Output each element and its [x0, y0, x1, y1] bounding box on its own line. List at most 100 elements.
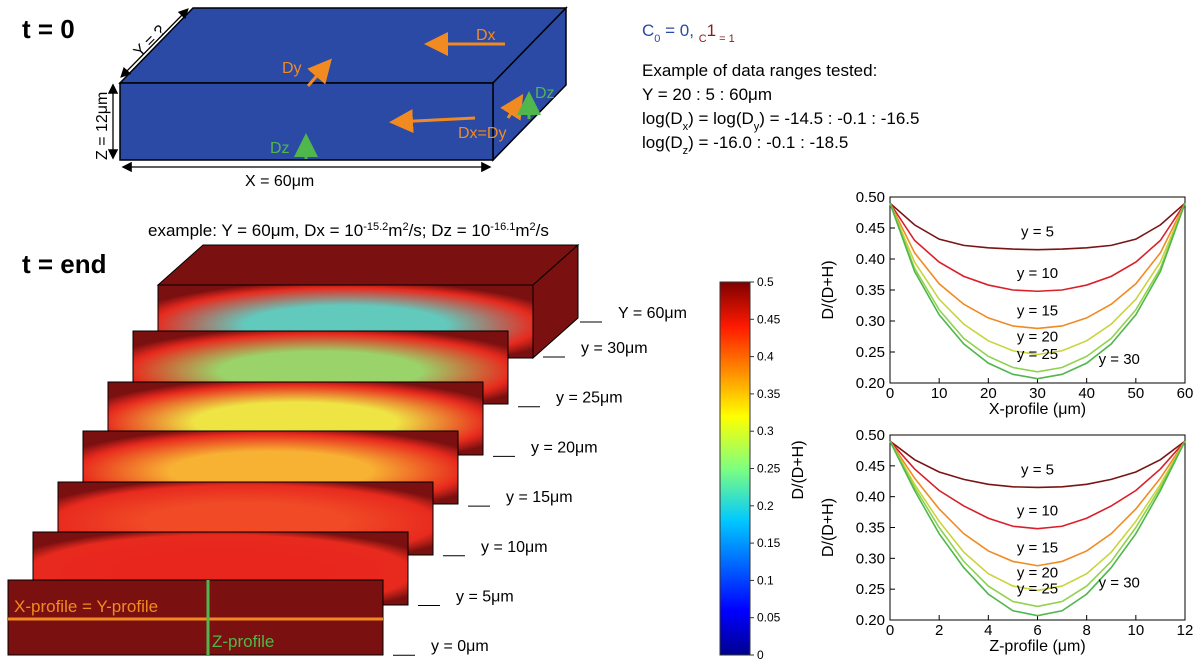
series-line [889, 440, 1186, 592]
colorbar-tick-label: 0.05 [757, 611, 781, 625]
text-run: Y = 20 : 5 : 60μm [642, 85, 772, 104]
slice-label: y = 20μm [531, 439, 598, 456]
script-run: x [683, 121, 689, 133]
script-run: -15.2 [363, 221, 388, 233]
slices: X-profile = Y-profile Z-profile Y = 60μm y … [7, 243, 687, 656]
x-tick-label: 10 [931, 385, 948, 402]
y-tick-label: 0.35 [856, 520, 885, 537]
x-tick-label: 10 [1127, 622, 1144, 639]
y-tick-label: 0.30 [856, 550, 885, 567]
series-label: y = 15 [1017, 540, 1058, 557]
text-line: log(Dx) = log(Dy) = -14.5 : -0.1 : -16.5 [642, 109, 919, 133]
script-run: 2 [530, 221, 536, 233]
z-dimension: Z = 12μm [94, 92, 111, 160]
series-label: y = 25 [1017, 580, 1058, 597]
y-tick-label: 0.35 [856, 282, 885, 299]
text-line: C0 = 0, C1 = 1 [642, 21, 735, 45]
series-line [889, 440, 1186, 567]
charts: 0.200.250.300.350.400.450.500 10 20 30 40 50 6… [820, 189, 1193, 655]
y-tick-label: 0.40 [856, 251, 885, 268]
script-run: z [683, 145, 689, 157]
y-tick-label: 0.45 [856, 458, 885, 475]
colorbar-tick-label: 0.2 [757, 499, 774, 513]
series-line [889, 440, 1186, 617]
series-label: y = 25 [1017, 346, 1058, 363]
text-run: 1 [707, 21, 716, 40]
series-line [889, 202, 1186, 293]
colorbar-tick-label: 0.15 [757, 536, 781, 550]
colorbar-tick-label: 0.5 [757, 275, 774, 289]
y-axis-label: D/(D+H) [820, 260, 837, 319]
arrow-label: Dx=Dy [458, 125, 506, 142]
y-tick-label: 0.25 [856, 581, 885, 598]
series-line [889, 440, 1186, 530]
y-tick-label: 0.40 [856, 489, 885, 506]
script-run: C [699, 33, 707, 45]
text-run: example: Y = 60μm, Dx = 10 [148, 221, 363, 240]
x-tick-label: 40 [1078, 385, 1095, 402]
tend-label: t = end [22, 249, 107, 279]
text-run: m [515, 221, 529, 240]
colorbar-tick-label: 0.3 [757, 424, 774, 438]
text-run: C [642, 21, 654, 40]
x-tick-label: 8 [1082, 622, 1090, 639]
series-line [889, 202, 1186, 380]
y-tick-label: 0.30 [856, 313, 885, 330]
text-runs: C0 = 0, C1 = 1 Example of data ranges tes… [148, 21, 919, 240]
slice-label: y = 25μm [556, 390, 623, 407]
colorbar-tick-label: 0.1 [757, 573, 774, 587]
x-axis-label: Z-profile (μm) [989, 638, 1085, 655]
x-dimension: X = 60μm [245, 173, 314, 190]
text-run: /s [536, 221, 549, 240]
y-tick-label: 0.20 [856, 375, 885, 392]
y-tick-label: 0.45 [856, 220, 885, 237]
y-tick-label: 0.50 [856, 427, 885, 444]
ranges-title: Example of data ranges tested: [642, 61, 877, 80]
text-line: log(Dz) = -16.0 : -0.1 : -18.5 [642, 133, 848, 157]
text-line: example: Y = 60μm, Dx = 10-15.2 m2/s; Dz … [148, 221, 549, 240]
series-line [889, 202, 1186, 330]
series-label: y = 10 [1017, 265, 1058, 282]
slice-label: y = 0μm [431, 638, 489, 655]
series-label: y = 15 [1017, 302, 1058, 319]
slice-label: y = 10μm [481, 539, 548, 556]
x-profile-label: X-profile = Y-profile [14, 597, 158, 616]
text-run: ) = -16.0 : -0.1 : -18.5 [688, 133, 848, 152]
arrow-label: Dz [535, 85, 555, 102]
slice-top [156, 244, 580, 286]
text-run: log(D [642, 109, 683, 128]
t0-label: t = 0 [22, 14, 75, 44]
slice-label: y = 5μm [456, 589, 514, 606]
series-line [889, 202, 1186, 356]
x-axis-label: X-profile (μm) [989, 401, 1086, 418]
series-label: y = 10 [1017, 503, 1058, 520]
series-line [889, 202, 1186, 251]
domain-box [107, 6, 568, 173]
series-label: y = 20 [1017, 564, 1058, 581]
series-line [889, 440, 1186, 489]
arrow-label: Dx [476, 27, 496, 44]
x-tick-label: 6 [1033, 622, 1041, 639]
x-tick-label: 50 [1127, 385, 1144, 402]
y-tick-label: 0.50 [856, 189, 885, 206]
slice-label: y = 15μm [506, 489, 573, 506]
colorbar-label: D/(D+H) [790, 440, 807, 499]
colorbar-tick-label: 0.35 [757, 387, 781, 401]
x-tick-label: 0 [886, 622, 894, 639]
series-label: y = 30 [1099, 575, 1140, 592]
x-tick-label: 4 [984, 622, 992, 639]
script-run: -16.1 [490, 221, 515, 233]
script-run: y [754, 121, 760, 133]
series-label: y = 5 [1021, 224, 1054, 241]
text-line: Y = 20 : 5 : 60μm [642, 85, 772, 104]
colorbar-tick-label: 0.25 [757, 462, 781, 476]
colorbar-tick-label: 0.45 [757, 312, 781, 326]
series-label: y = 20 [1017, 328, 1058, 345]
text-run: /s; Dz = 10 [409, 221, 491, 240]
text-run: log(D [642, 133, 683, 152]
text-run: = 0, [660, 21, 698, 40]
x-tick-label: 0 [886, 385, 894, 402]
colorbar-tick-label: 0.4 [757, 350, 774, 364]
colorbar [719, 281, 751, 656]
